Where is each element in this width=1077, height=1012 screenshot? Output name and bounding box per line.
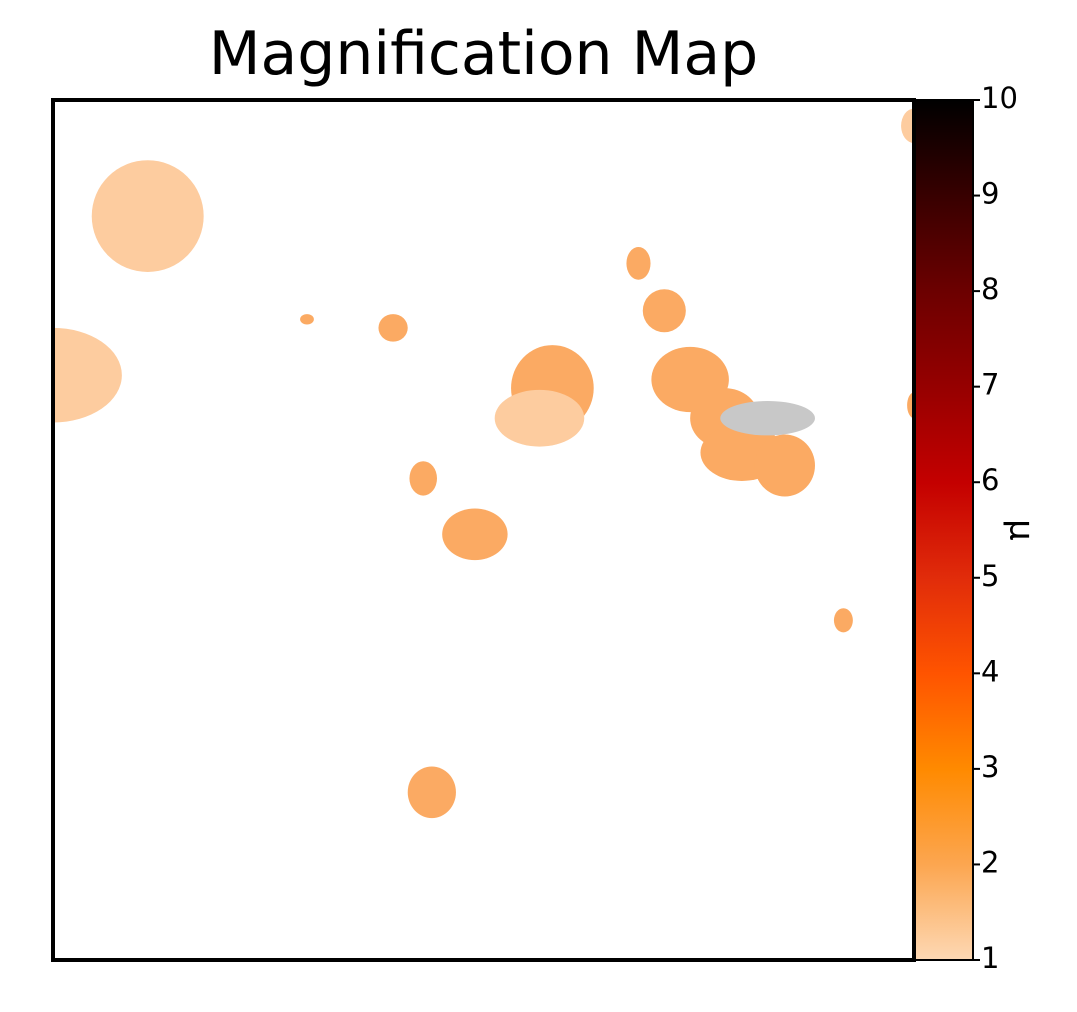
colorbar-frame (913, 99, 974, 961)
magnification-region-blob-small-6 (833, 608, 853, 633)
colorbar-tick-label: 5 (981, 559, 999, 593)
magnification-region-dot-small-1 (300, 314, 314, 325)
colorbar-tick-label: 8 (981, 272, 999, 306)
magnification-region-blob-center-inner (494, 389, 585, 447)
magnification-region-blob-small-2 (378, 314, 408, 342)
magnification-region-blob-left-edge (53, 327, 122, 423)
magnification-region-blob-small-3 (626, 247, 651, 280)
magnification-region-blob-small-4 (642, 289, 686, 333)
colorbar-ticks: 1 2 3 4 5 6 7 8 9 10 (973, 81, 1018, 975)
magnification-region-blob-small-5 (409, 461, 438, 496)
magnification-region-blob-top-right-edge (901, 108, 914, 143)
magnification-region-blob-lower (407, 766, 456, 819)
magnification-region-blob-mid-1 (442, 508, 508, 561)
heatmap-regions (53, 108, 914, 819)
colorbar-tick-label: 1 (981, 941, 999, 975)
colorbar-tick-label: 6 (981, 463, 999, 497)
colorbar-tick-label: 4 (981, 654, 999, 688)
chart-title: Magnification Map (208, 19, 759, 89)
magnification-region-blob-right-d (754, 434, 815, 497)
colorbar (916, 100, 973, 960)
magnification-region-saturated-caustic (720, 401, 815, 436)
magnification-region-blob-top-left (91, 160, 204, 272)
colorbar-label: μ (1002, 519, 1042, 541)
colorbar-tick-label: 2 (981, 845, 999, 879)
colorbar-tick-label: 3 (981, 750, 999, 784)
colorbar-tick-label: 7 (981, 368, 999, 402)
colorbar-tick-label: 9 (981, 177, 999, 211)
colorbar-tick-label: 10 (981, 81, 1018, 115)
